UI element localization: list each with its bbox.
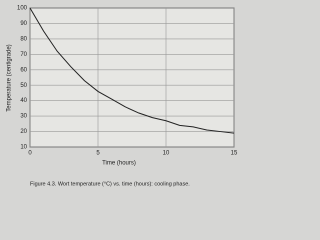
y-tick-label: 100 bbox=[17, 6, 28, 12]
y-tick-label: 40 bbox=[20, 98, 27, 104]
x-axis-label: Time (hours) bbox=[102, 161, 136, 167]
y-axis-label: Temperature (centigrade) bbox=[7, 44, 13, 111]
caption: Figure 4.3. Wort temperature (°C) vs. ti… bbox=[30, 181, 190, 187]
x-tick-label: 10 bbox=[163, 151, 170, 157]
y-tick-label: 10 bbox=[20, 145, 27, 151]
data-line bbox=[29, 7, 235, 134]
y-tick-label: 80 bbox=[20, 36, 27, 42]
y-tick-label: 20 bbox=[20, 129, 27, 135]
y-tick-label: 60 bbox=[20, 67, 27, 73]
chart: Time (hours) Temperature (centigrade) Fi… bbox=[6, 5, 238, 188]
x-tick-label: 0 bbox=[28, 151, 32, 157]
y-tick-label: 30 bbox=[20, 114, 27, 120]
y-tick-label: 70 bbox=[20, 52, 27, 58]
y-tick-label: 50 bbox=[20, 83, 27, 89]
y-tick-label: 90 bbox=[20, 21, 27, 27]
plot-area bbox=[29, 7, 235, 148]
x-tick-label: 5 bbox=[96, 151, 100, 157]
x-tick-label: 15 bbox=[231, 151, 238, 157]
